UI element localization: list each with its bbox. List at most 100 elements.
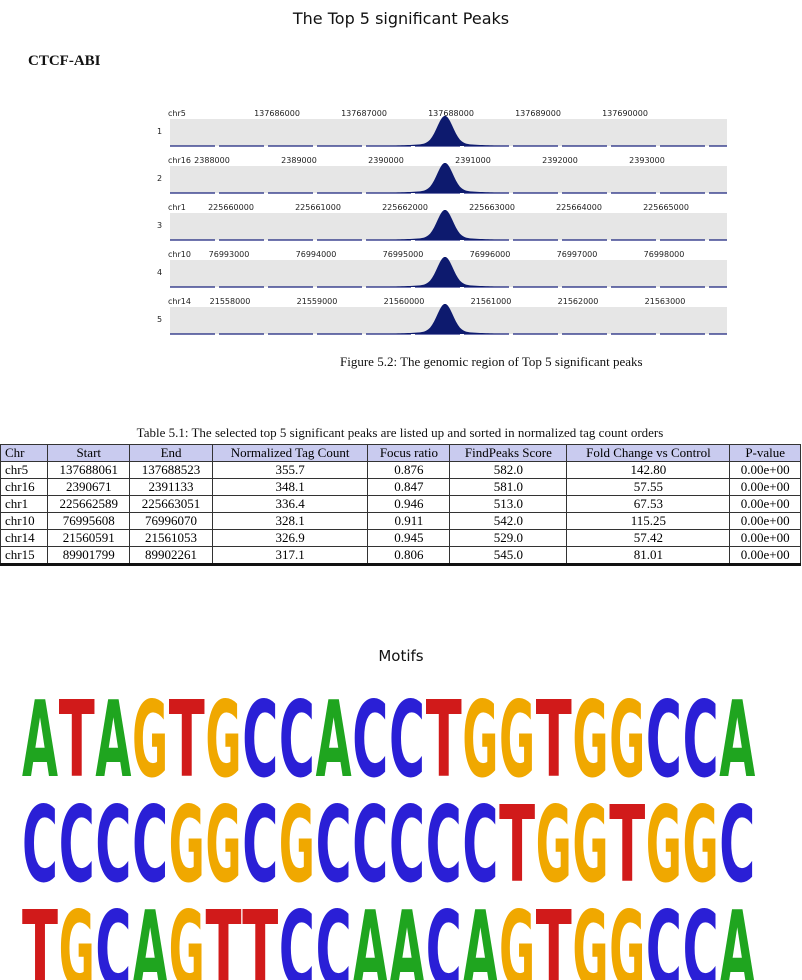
motif-letter: C — [389, 785, 425, 907]
motif-letter: T — [426, 680, 462, 802]
track-index: 1 — [157, 127, 162, 136]
motif-letter: C — [95, 890, 131, 980]
motif-letter: G — [573, 785, 609, 907]
table-cell: 545.0 — [449, 546, 568, 566]
motif-letter: C — [279, 680, 315, 802]
table-cell: 137688061 — [47, 461, 131, 479]
motif-letter: C — [426, 785, 462, 907]
track-tick-label: 21559000 — [297, 297, 338, 306]
table-cell: 89902261 — [129, 546, 213, 566]
motif-letter: T — [536, 890, 572, 980]
motif-letter: G — [59, 890, 95, 980]
motif-letter: T — [169, 680, 205, 802]
table-cell: 326.9 — [211, 529, 369, 547]
table-cell: 76996070 — [129, 512, 213, 530]
track-tick-label: 137689000 — [515, 109, 561, 118]
motif-letter: G — [132, 680, 168, 802]
motif-letter: T — [499, 785, 535, 907]
motif-letter: G — [573, 890, 609, 980]
motif-letter: C — [646, 890, 682, 980]
motif-letter: C — [352, 680, 388, 802]
table-cell: chr15 — [0, 546, 49, 566]
table-cell: 81.01 — [566, 546, 731, 566]
track-tick-label: 225665000 — [643, 203, 689, 212]
table-cell: 21561053 — [129, 529, 213, 547]
motif-letter: G — [279, 785, 315, 907]
table-cell: 336.4 — [211, 495, 369, 513]
track-tick-label: 137686000 — [254, 109, 300, 118]
table-row: chr10 76995608 76996070 328.1 0.911 542.0 115.… — [0, 512, 801, 530]
figure-caption: Figure 5.2: The genomic region of Top 5 … — [340, 354, 643, 369]
motif-letter: G — [683, 785, 719, 907]
track-tick-label: 2392000 — [542, 156, 578, 165]
table-cell: 225663051 — [129, 495, 213, 513]
motif-letter: C — [316, 890, 352, 980]
table-cell: 0.911 — [367, 512, 451, 530]
table-cell: 0.847 — [367, 478, 451, 496]
motif-letter: C — [242, 680, 278, 802]
track-tick-label: 76996000 — [470, 250, 511, 259]
table-cell: 225662589 — [47, 495, 131, 513]
track-tick-label: 225664000 — [556, 203, 602, 212]
motif-letter: C — [316, 785, 352, 907]
header-row: Chr Start End Normalized Tag Count Focus rat… — [0, 444, 801, 462]
table-row: chr1 225662589 225663051 336.4 0.946 513.0 67.… — [0, 495, 801, 513]
table-cell: 0.945 — [367, 529, 451, 547]
motifs-title: Motifs — [378, 647, 423, 665]
track-tick-label: 137688000 — [428, 109, 474, 118]
track-tick-label: 21560000 — [384, 297, 425, 306]
table-cell: 142.80 — [566, 461, 731, 479]
table-cell: 0.946 — [367, 495, 451, 513]
motif-letter: C — [683, 680, 719, 802]
motif-letter: C — [95, 785, 131, 907]
motif-letter: C — [242, 785, 278, 907]
page-title: The Top 5 significant Peaks — [292, 9, 509, 28]
motif-letter: G — [462, 680, 498, 802]
motif-letter: C — [22, 785, 58, 907]
table-cell: 0.00e+00 — [729, 546, 801, 566]
motif-letter: G — [206, 680, 242, 802]
track-tick-label: 225662000 — [382, 203, 428, 212]
table-cell: 2390671 — [47, 478, 131, 496]
peak-shape — [390, 303, 500, 334]
motif-letter: C — [132, 785, 168, 907]
track-chr: chr14 — [168, 297, 191, 306]
track-tick-label: 2391000 — [455, 156, 491, 165]
motif-letter: T — [242, 890, 278, 980]
motif-letter: A — [719, 890, 755, 980]
track-tick-label: 21558000 — [210, 297, 251, 306]
track-index: 3 — [157, 221, 162, 230]
track-tick-label: 2388000 — [194, 156, 230, 165]
track-tick-label: 76993000 — [209, 250, 250, 259]
track-chr: chr1 — [168, 203, 186, 212]
motif-letter: G — [206, 785, 242, 907]
motif-letter: C — [426, 890, 462, 980]
track-chr: chr10 — [168, 250, 191, 259]
table-cell: 0.00e+00 — [729, 461, 801, 479]
table-cell: 57.42 — [566, 529, 731, 547]
motif-letter: G — [573, 680, 609, 802]
table-cell: 0.00e+00 — [729, 478, 801, 496]
table-cell: 2391133 — [129, 478, 213, 496]
table-row: chr16 2390671 2391133 348.1 0.847 581.0 57.55 0… — [0, 478, 801, 496]
track-tick-label: 137687000 — [341, 109, 387, 118]
motif-letter: G — [609, 680, 645, 802]
motif-letter: T — [609, 785, 645, 907]
table-cell: 582.0 — [449, 461, 568, 479]
motif-letter: G — [646, 785, 682, 907]
track-tick-label: 137690000 — [602, 109, 648, 118]
column-header: Start — [47, 444, 131, 462]
table-caption: Table 5.1: The selected top 5 significan… — [137, 425, 664, 440]
column-header: Normalized Tag Count — [211, 444, 369, 462]
motif-letter: G — [169, 890, 205, 980]
track-tick-label: 225663000 — [469, 203, 515, 212]
table-cell: 328.1 — [211, 512, 369, 530]
peaks-table: Chr Start End Normalized Tag Count Focus rat… — [0, 444, 801, 566]
column-header: Chr — [0, 444, 49, 462]
column-header: Focus ratio — [367, 444, 451, 462]
track-tick-label: 76995000 — [383, 250, 424, 259]
track-tick-label: 2389000 — [281, 156, 317, 165]
table-cell: chr14 — [0, 529, 49, 547]
motif-letter: A — [389, 890, 425, 980]
track-index: 5 — [157, 315, 162, 324]
